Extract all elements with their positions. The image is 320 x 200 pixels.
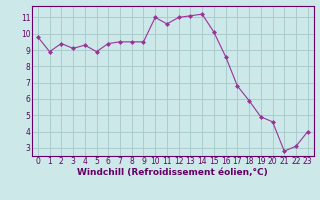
X-axis label: Windchill (Refroidissement éolien,°C): Windchill (Refroidissement éolien,°C) — [77, 168, 268, 177]
